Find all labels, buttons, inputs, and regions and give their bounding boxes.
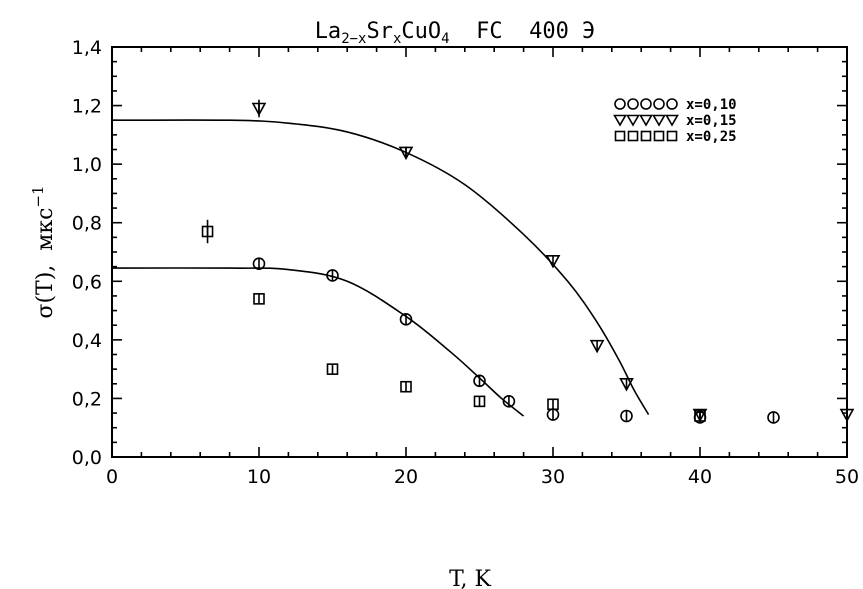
data-point [839,408,855,423]
legend-label: x=0,15 [686,113,737,129]
data-point [326,269,339,282]
plot-frame [111,46,848,458]
x-tick-label: 10 [247,466,271,488]
y-axis-label: σ(T), мкс−1 [29,185,58,318]
data-point [399,313,413,326]
data-points [201,99,855,424]
data-point [589,339,605,354]
legend-marker [626,114,640,127]
y-tick-label: 1,0 [72,154,102,176]
data-point [201,225,214,238]
fit-curve [111,267,525,417]
legend-marker [640,130,652,142]
y-tick-label: 1,4 [72,37,102,59]
data-point [619,377,634,392]
legend-marker [627,98,639,110]
x-tick-label: 50 [835,466,859,488]
y-tick-label: 1,2 [72,96,102,118]
legend-marker [613,114,627,127]
y-tick-label: 0,0 [72,447,102,469]
x-tick-labels: 0 10 20 30 40 50 [106,466,859,488]
legend-marker [653,98,665,110]
data-point [545,254,561,269]
legend-marker [640,98,652,110]
data-point [251,102,267,117]
data-point [694,410,706,422]
data-point [252,257,266,271]
legend-marker [614,98,626,110]
x-tick-label: 20 [394,466,418,488]
data-point [620,409,633,423]
x-tick-label: 0 [106,466,118,488]
data-point [547,398,559,411]
legend-marker [653,130,665,142]
y-tick-label: 0,4 [72,330,102,352]
data-point [546,408,560,421]
legend-label: x=0,10 [686,97,737,113]
x-axis-label: T, K [449,567,491,589]
data-point [473,374,486,388]
legend-marker [666,130,678,142]
data-point [473,395,486,408]
legend-label: x=0,25 [686,129,737,145]
legend-marker [639,114,653,127]
data-point [400,380,412,393]
data-point [502,395,516,408]
axis-ticks [111,46,848,458]
y-tick-label: 0,8 [72,213,102,235]
chart-title: La2−xSrxCuO4 FC 400 Э [315,19,596,47]
fit-curve [111,119,650,415]
data-point [767,411,780,424]
data-point [326,363,339,375]
x-tick-label: 30 [541,466,565,488]
legend-marker [614,130,626,142]
legend: x=0,10x=0,15x=0,25 [613,97,737,145]
y-tick-label: 0,6 [72,271,102,293]
fit-curves [111,119,650,417]
legend-marker [627,130,639,142]
y-tick-labels: 0,0 0,2 0,4 0,6 0,8 1,0 1,2 1,4 [72,37,102,469]
legend-marker [665,114,679,127]
data-point [253,293,265,305]
y-tick-label: 0,2 [72,388,102,410]
legend-marker [666,98,678,110]
legend-marker [652,114,666,127]
data-point [398,146,414,161]
x-tick-label: 40 [688,466,712,488]
